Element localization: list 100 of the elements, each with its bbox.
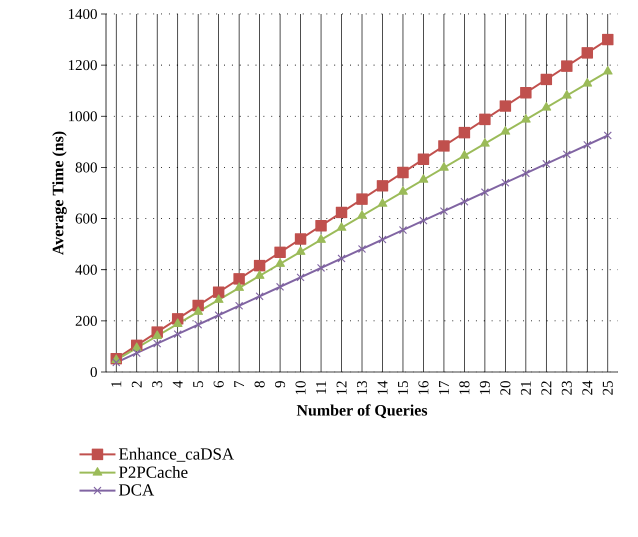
point — [274, 246, 286, 258]
x-tick-label: 6 — [214, 380, 224, 388]
x-tick-label: 8 — [254, 381, 265, 388]
point — [132, 342, 142, 351]
x-tick-label: 1 — [111, 381, 122, 387]
point — [356, 193, 368, 205]
x-tick-label: 19 — [480, 381, 490, 394]
point — [522, 169, 530, 178]
point — [315, 220, 327, 232]
point — [336, 222, 346, 231]
point — [194, 320, 202, 329]
point — [500, 126, 510, 135]
point — [234, 282, 244, 291]
y-tick-label: 400 — [75, 264, 97, 275]
y-tick-label: 600 — [76, 214, 97, 224]
point — [152, 330, 162, 339]
x-tick-label: 24 — [582, 380, 592, 395]
point — [316, 234, 326, 243]
point — [562, 150, 571, 158]
y-tick-label: 0 — [90, 366, 97, 378]
point — [602, 66, 613, 75]
x-tick-label: 15 — [398, 381, 408, 394]
point — [174, 330, 182, 338]
point — [397, 166, 409, 178]
x-tick-label: 18 — [459, 381, 470, 394]
x-tick-label: 23 — [562, 381, 572, 395]
point — [296, 246, 306, 255]
point — [602, 34, 614, 46]
point — [132, 348, 141, 358]
point — [376, 180, 388, 192]
x-tick-label: 13 — [356, 381, 368, 394]
point — [358, 244, 366, 254]
point — [542, 160, 550, 168]
x-tick-label: 12 — [336, 381, 346, 394]
point — [214, 294, 224, 303]
point — [316, 264, 326, 272]
y-axis-title: Average Time (ns) — [52, 132, 67, 255]
x-tick-label: 17 — [439, 380, 449, 394]
point — [112, 358, 120, 367]
point — [440, 207, 448, 216]
y-tick-label: 1200 — [68, 60, 97, 70]
point — [275, 258, 285, 267]
point — [233, 273, 245, 285]
point — [276, 282, 284, 291]
point — [460, 198, 468, 206]
point — [419, 216, 428, 225]
point — [235, 302, 244, 310]
x-tick-label: 10 — [296, 381, 306, 394]
point — [254, 270, 264, 279]
y-tick-label: 1400 — [68, 8, 97, 20]
x-tick-label: 22 — [541, 381, 552, 395]
point — [540, 74, 552, 86]
point — [398, 226, 408, 234]
point — [582, 47, 594, 59]
point — [460, 150, 470, 159]
point — [193, 306, 204, 315]
point — [294, 233, 306, 245]
point — [418, 154, 430, 165]
point — [439, 162, 449, 171]
point — [418, 174, 428, 183]
point — [398, 186, 408, 195]
point — [541, 102, 552, 111]
x-tick-label: 5 — [193, 381, 204, 388]
point — [561, 60, 573, 72]
x-tick-label: 25 — [602, 381, 613, 395]
legend-label: Enhance_caDSA — [118, 448, 234, 462]
x-tick-label: 7 — [234, 380, 244, 387]
y-tick-label: 800 — [76, 162, 97, 172]
x-tick-label: 14 — [378, 380, 388, 394]
point — [583, 140, 592, 149]
point — [480, 138, 490, 147]
point — [520, 87, 532, 98]
point — [479, 114, 491, 126]
point — [500, 100, 512, 112]
legend-label: DCA — [118, 484, 154, 496]
point — [336, 206, 348, 218]
x-tick-label: 4 — [172, 380, 183, 388]
point — [480, 188, 489, 196]
x-tick-label: 20 — [500, 381, 510, 395]
legend-label: P2PCache — [118, 466, 188, 478]
point — [438, 140, 450, 152]
x-tick-label: 3 — [152, 381, 162, 388]
point — [604, 131, 612, 140]
point — [172, 318, 183, 327]
y-tick-label: 1000 — [68, 111, 97, 122]
point — [582, 78, 592, 87]
point — [378, 198, 388, 207]
point — [562, 90, 572, 99]
point — [256, 292, 264, 300]
point — [378, 235, 387, 244]
point — [212, 286, 224, 298]
y-tick-label: 200 — [76, 316, 97, 326]
point — [501, 178, 510, 187]
point — [296, 273, 305, 282]
point — [214, 311, 223, 320]
point — [520, 114, 531, 123]
x-tick-label: 2 — [132, 381, 142, 388]
x-tick-label: 21 — [520, 381, 531, 395]
x-tick-label: 9 — [275, 381, 286, 388]
point — [458, 126, 470, 138]
